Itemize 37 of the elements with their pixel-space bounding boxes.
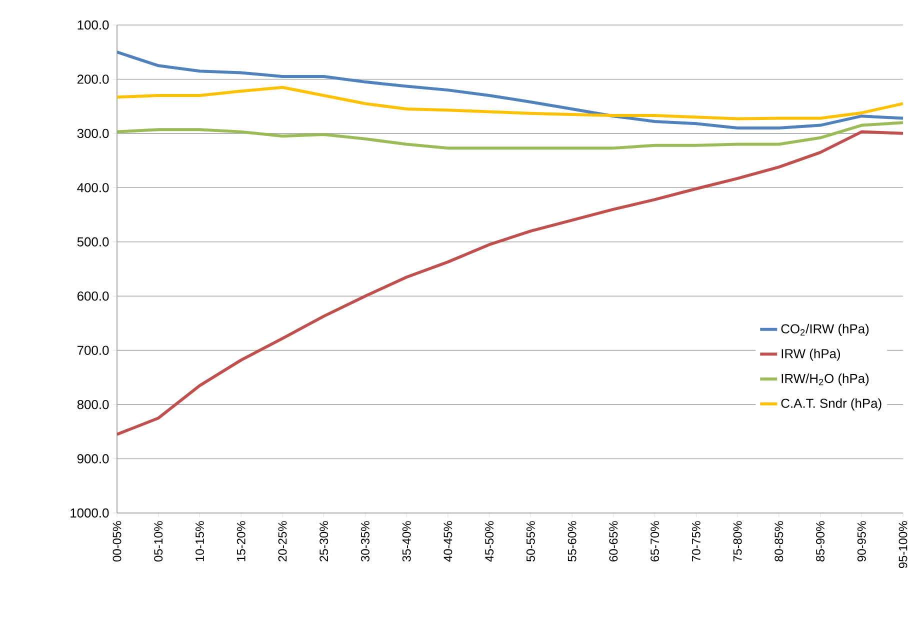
legend-label: CO$_{2}$/IRW (hPa): [781, 324, 869, 336]
x-tick-label: 10-15%: [196, 521, 204, 562]
line-series: [117, 86, 904, 120]
y-tick-label: 800.0: [77, 400, 109, 410]
legend-label: IRW (hPa): [782, 348, 840, 361]
x-tick-label: 00-05%: [112, 521, 122, 562]
y-tick-label: 100.0: [78, 20, 109, 30]
y-tick-label: 900.0: [77, 454, 109, 464]
y-tick-label: 700.0: [77, 346, 109, 355]
x-tick-label: 45-50%: [485, 521, 494, 562]
x-tick-label: 05-10%: [154, 521, 163, 562]
y-tick-label: 400.0: [77, 183, 109, 192]
x-tick-label: 90-95%: [857, 521, 866, 562]
y-tick-label: 300.0: [77, 128, 109, 138]
y-tick-label: 600.0: [77, 292, 109, 301]
x-tick-label: 75-80%: [733, 521, 742, 562]
x-tick-label: 85-90%: [816, 521, 824, 562]
line-series: [117, 130, 904, 436]
x-tick-label: 15-20%: [236, 521, 246, 562]
x-tick-label: 95-100%: [898, 521, 908, 568]
y-tick-label: 1000.0: [70, 508, 109, 518]
x-tick-label: 35-40%: [402, 521, 411, 562]
line-series: [117, 50, 904, 130]
x-tick-label: 50-55%: [526, 521, 535, 562]
x-tick-label: 60-65%: [609, 521, 618, 562]
legend-label: C.A.T. Sndr (hPa): [781, 398, 882, 410]
x-tick-label: 80-85%: [774, 521, 784, 562]
x-tick-label: 25-30%: [320, 521, 328, 562]
legend-label: IRW/H$_{2}$O (hPa): [782, 374, 869, 386]
y-tick-label: 500.0: [77, 237, 109, 246]
x-tick-label: 20-25%: [278, 521, 287, 562]
x-tick-label: 55-60%: [568, 521, 576, 562]
x-tick-label: 70-75%: [692, 521, 700, 562]
x-tick-label: 30-35%: [360, 521, 370, 562]
x-tick-label: 40-45%: [444, 521, 452, 562]
y-tick-label: 200.0: [77, 74, 109, 84]
x-tick-label: 65-70%: [650, 521, 660, 562]
